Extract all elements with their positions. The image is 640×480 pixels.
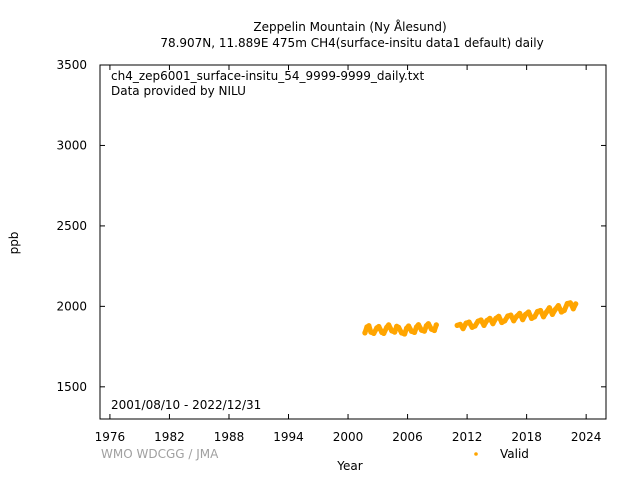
chart-subtitle: 78.907N, 11.889E 475m CH4(surface-insitu… bbox=[160, 36, 543, 50]
data-point bbox=[425, 321, 431, 327]
data-point bbox=[411, 329, 418, 335]
data-point bbox=[561, 307, 567, 313]
data-point bbox=[490, 321, 496, 327]
legend-label-valid: Valid bbox=[500, 447, 529, 461]
data-point bbox=[543, 309, 550, 315]
credit-text: WMO WDCGG / JMA bbox=[101, 447, 219, 461]
data-point bbox=[478, 317, 484, 323]
date-range: 2001/08/10 - 2022/12/31 bbox=[111, 398, 261, 412]
data-point bbox=[540, 314, 547, 320]
data-point bbox=[496, 313, 502, 319]
y-tick-label: 3000 bbox=[56, 138, 87, 152]
data-point bbox=[431, 327, 437, 334]
data-point bbox=[406, 323, 412, 329]
legend-marker-valid bbox=[474, 452, 478, 456]
data-point bbox=[508, 312, 514, 318]
x-axis-label: Year bbox=[336, 459, 362, 473]
data-point bbox=[526, 309, 532, 315]
data-point bbox=[549, 311, 556, 317]
data-point bbox=[481, 322, 487, 328]
data-point bbox=[520, 317, 526, 323]
data-point bbox=[502, 318, 508, 324]
data-point bbox=[567, 300, 573, 306]
data-point bbox=[396, 324, 402, 330]
data-point bbox=[371, 330, 377, 336]
legend: Valid bbox=[474, 447, 529, 461]
data-point bbox=[457, 321, 463, 327]
data-provider: Data provided by NILU bbox=[111, 84, 246, 98]
x-tick-label: 2006 bbox=[392, 430, 423, 444]
x-tick-label: 1982 bbox=[154, 430, 185, 444]
chart-title: Zeppelin Mountain (Ny Ålesund) bbox=[253, 19, 446, 34]
data-point bbox=[386, 322, 392, 328]
data-point bbox=[511, 318, 517, 324]
x-tick-label: 1976 bbox=[95, 430, 126, 444]
data-point bbox=[402, 331, 408, 337]
x-tick-label: 2024 bbox=[571, 430, 602, 444]
x-tick-label: 2018 bbox=[511, 430, 542, 444]
series-valid bbox=[362, 300, 579, 337]
data-point bbox=[460, 326, 466, 332]
y-axis-ticks: 1500 2000 2500 3000 3500 bbox=[56, 58, 606, 394]
data-point bbox=[552, 306, 559, 312]
data-point bbox=[570, 306, 576, 312]
y-tick-label: 3500 bbox=[56, 58, 87, 72]
data-point bbox=[537, 307, 544, 314]
data-point bbox=[381, 330, 387, 336]
data-point bbox=[487, 315, 493, 321]
y-tick-label: 2000 bbox=[56, 299, 87, 313]
data-point bbox=[433, 322, 439, 328]
y-axis-label: ppb bbox=[7, 232, 21, 255]
x-axis-ticks: 1976 1982 1988 1994 2000 2006 2012 2018 2024 bbox=[95, 65, 602, 444]
data-point bbox=[421, 328, 427, 334]
data-point bbox=[366, 323, 372, 329]
y-tick-label: 2500 bbox=[56, 219, 87, 233]
data-point bbox=[472, 323, 478, 329]
x-tick-label: 1988 bbox=[214, 430, 245, 444]
data-point bbox=[362, 330, 368, 336]
data-point bbox=[376, 323, 382, 330]
data-point bbox=[415, 322, 422, 328]
data-point bbox=[546, 305, 553, 311]
y-tick-label: 1500 bbox=[56, 380, 87, 394]
x-tick-label: 1994 bbox=[273, 430, 304, 444]
x-tick-label: 2000 bbox=[333, 430, 364, 444]
data-point bbox=[573, 301, 579, 307]
data-filename: ch4_zep6001_surface-insitu_54_9999-9999_… bbox=[111, 69, 425, 83]
data-point bbox=[532, 314, 538, 320]
x-tick-label: 2012 bbox=[452, 430, 483, 444]
data-point bbox=[555, 303, 562, 309]
data-point bbox=[392, 329, 398, 335]
data-point bbox=[517, 310, 523, 316]
plot-frame bbox=[99, 64, 607, 420]
data-point bbox=[466, 319, 472, 325]
